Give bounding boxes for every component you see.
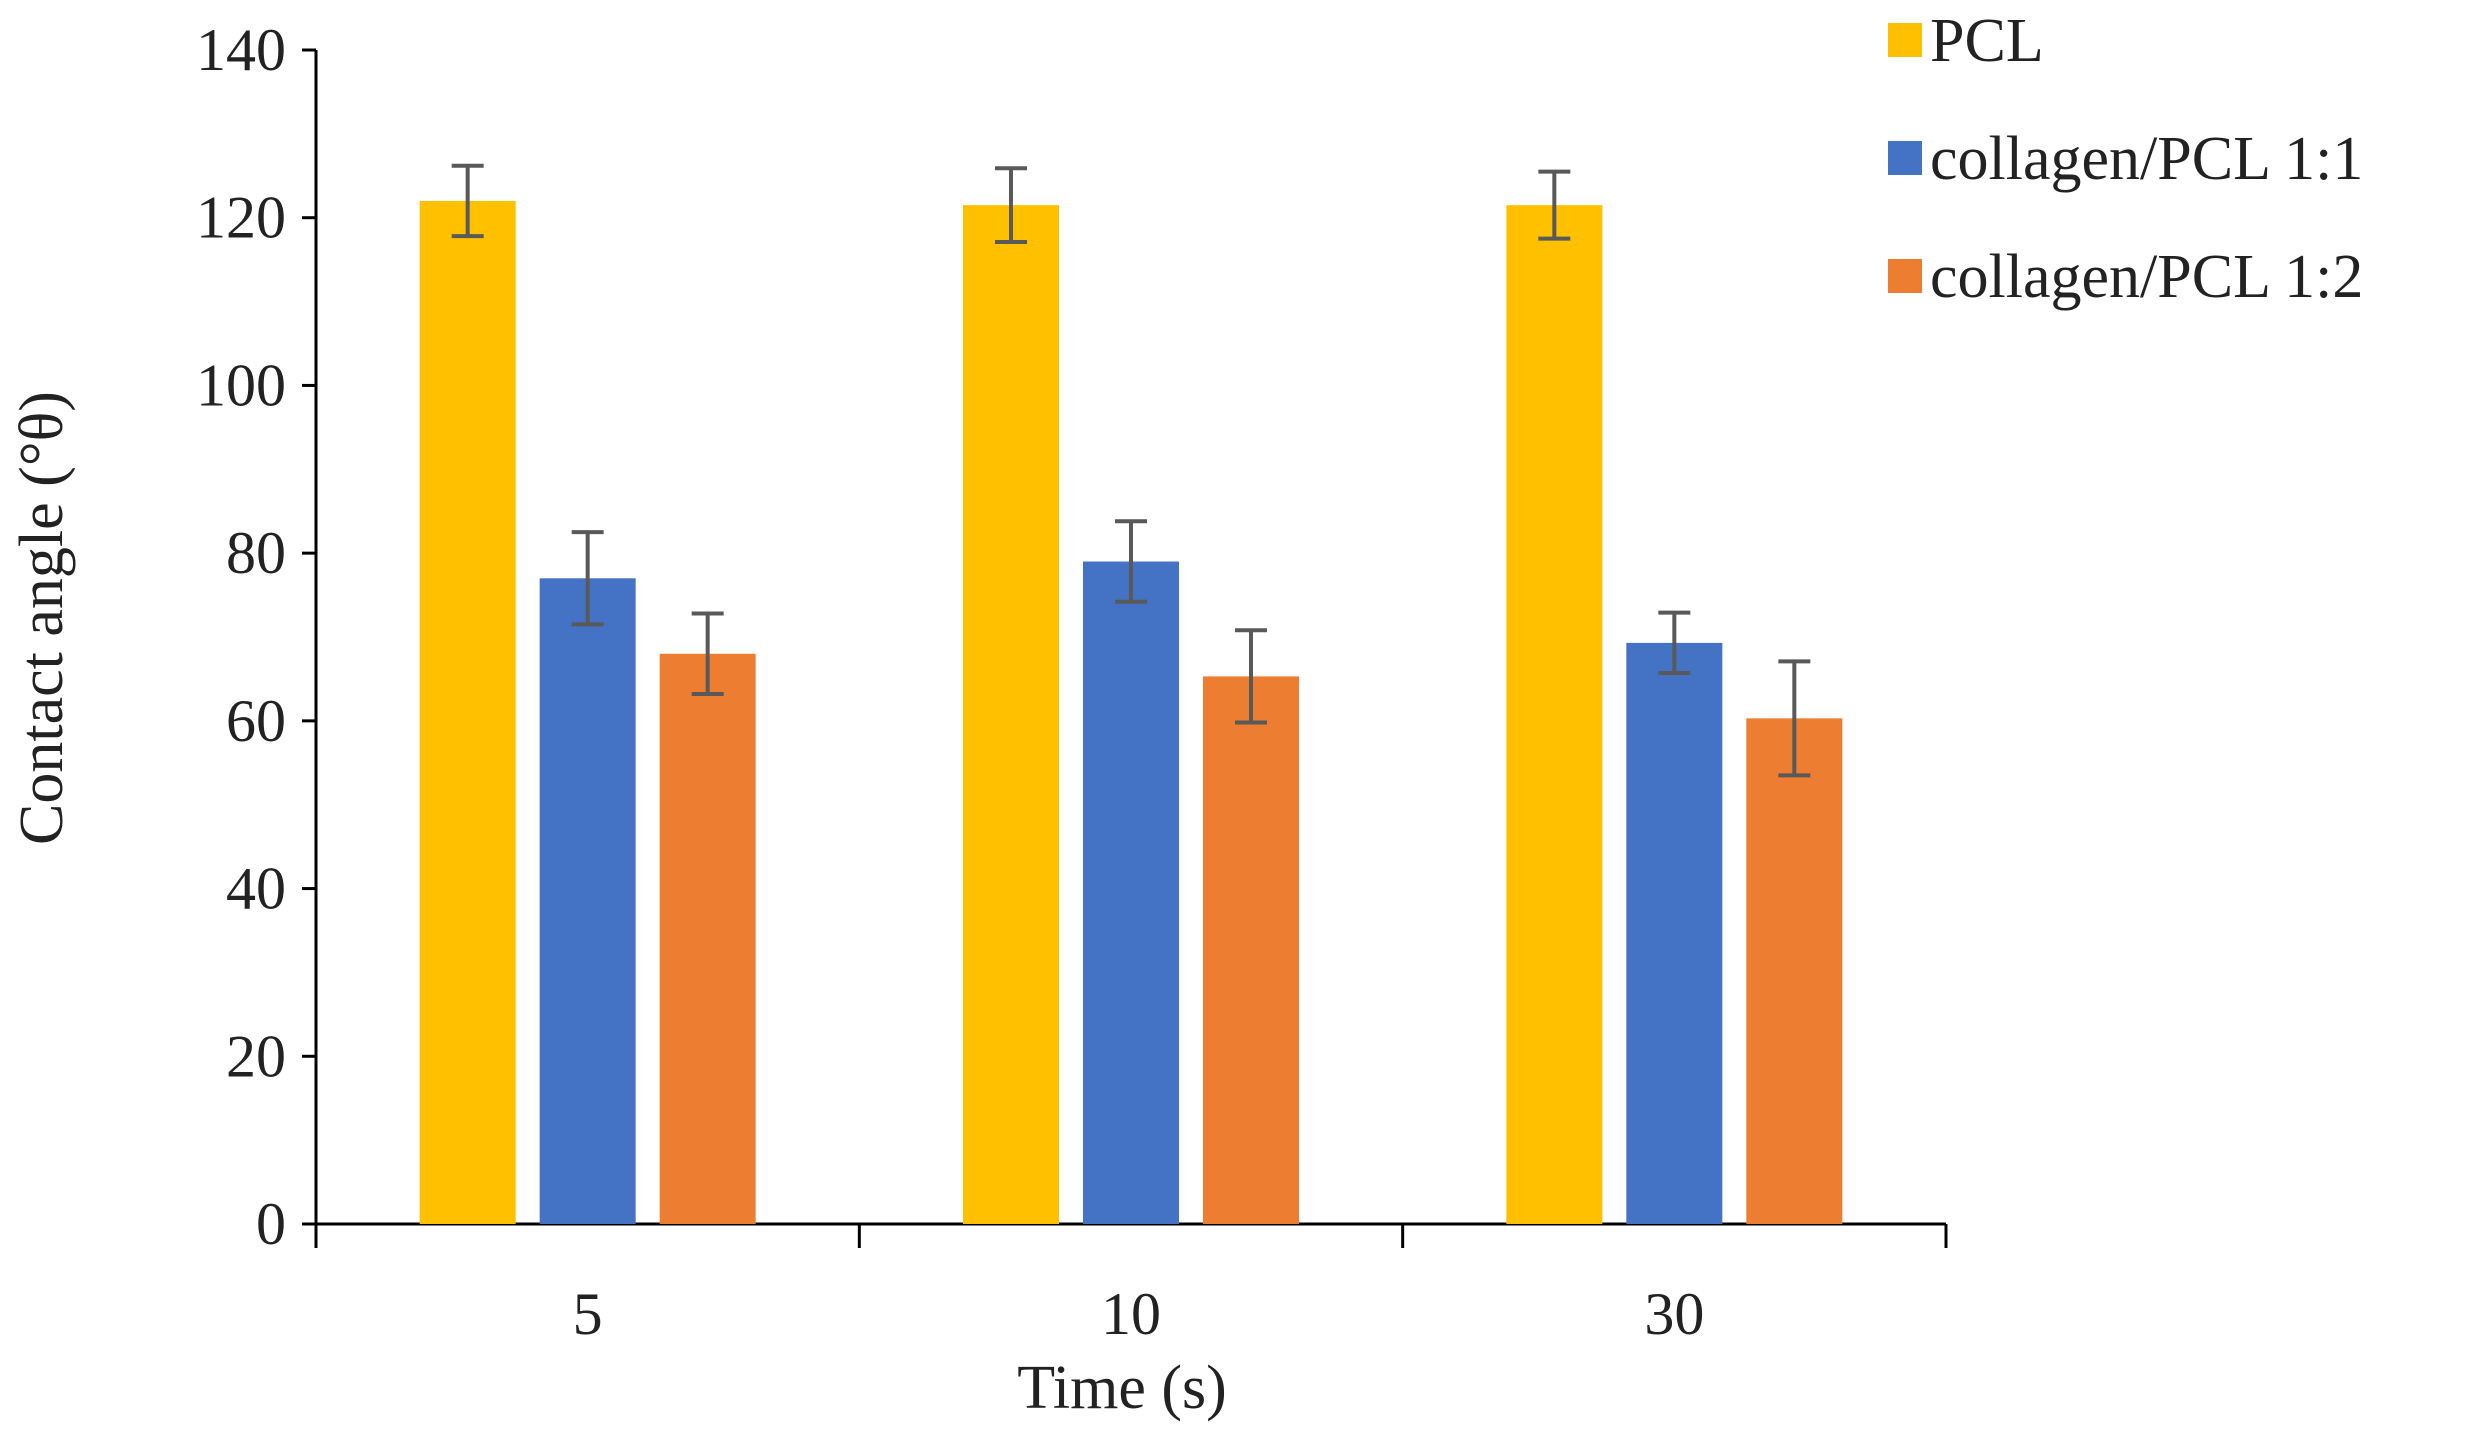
bars [419, 200, 1843, 1224]
bar [963, 205, 1059, 1224]
legend-swatch [1888, 141, 1922, 175]
y-tick-label: 100 [196, 352, 286, 418]
legend-label: PCL [1930, 7, 2044, 75]
legend-swatch [1888, 259, 1922, 293]
y-tick-label: 60 [226, 688, 286, 754]
x-axis-title: Time (s) [1017, 1354, 1227, 1422]
y-axis-title: Contact angle (°θ) [8, 391, 76, 845]
legend-swatch [1888, 23, 1922, 57]
bar [1746, 718, 1843, 1224]
x-category-label: 10 [1101, 1281, 1161, 1347]
bar [539, 578, 636, 1224]
legend-label: collagen/PCL 1:1 [1930, 125, 2363, 193]
bar [1203, 676, 1299, 1224]
x-category-label: 5 [573, 1281, 603, 1347]
bar [1506, 205, 1603, 1224]
legend: PCL collagen/PCL 1:1 collagen/PCL 1:2 [1888, 7, 2363, 311]
x-category-labels: 5 10 30 [573, 1281, 1705, 1347]
error-bars [451, 163, 1811, 778]
bar [419, 200, 516, 1224]
legend-label: collagen/PCL 1:2 [1930, 243, 2363, 311]
y-tick-label: 80 [226, 520, 286, 586]
y-tick-label: 40 [226, 856, 286, 922]
bar [1626, 642, 1723, 1224]
y-tick-label: 0 [256, 1191, 286, 1257]
y-tick-label: 20 [226, 1023, 286, 1089]
y-tick-labels: 0 20 40 60 80 100 120 140 [196, 17, 286, 1257]
y-tick-label: 140 [196, 17, 286, 83]
x-category-label: 30 [1644, 1281, 1704, 1347]
y-tick-label: 120 [196, 185, 286, 251]
bar [1083, 561, 1179, 1224]
bar [659, 653, 756, 1224]
